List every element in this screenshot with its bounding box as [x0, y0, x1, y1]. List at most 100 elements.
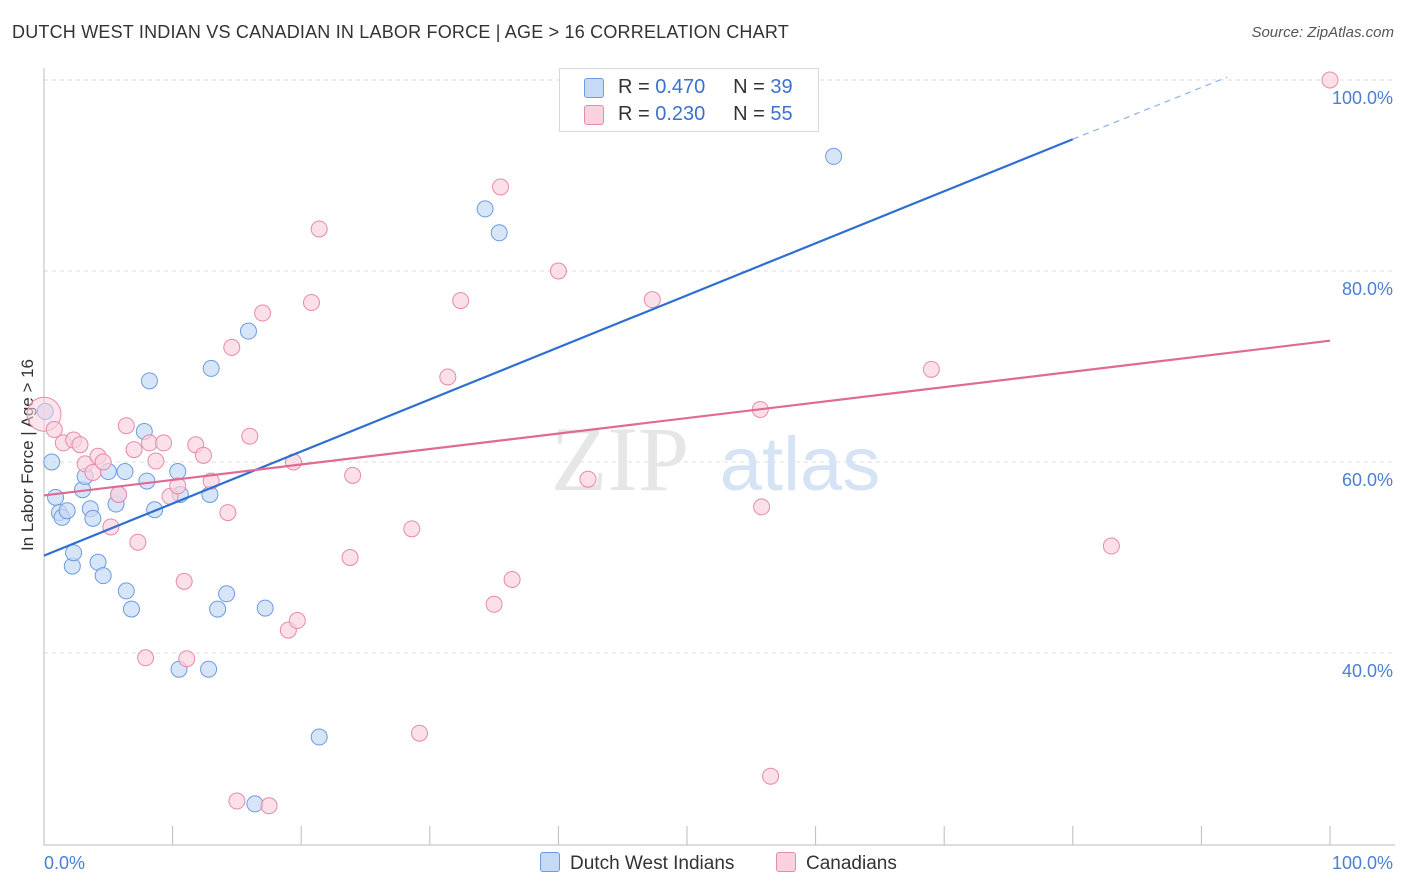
canadian-point [288, 612, 306, 630]
legend-r-value-pink: 0.230 [655, 103, 706, 125]
canadian-point [310, 220, 328, 238]
y-tick-label: 80.0% [1342, 279, 1393, 299]
dutch-west-indian-point [200, 660, 218, 678]
dutch-west-indian-point [218, 585, 236, 603]
tick-labels: 40.0% 60.0% 80.0% 100.0% 0.0% 100.0% [44, 88, 1393, 873]
canadian-point [549, 262, 567, 280]
canadian-point [922, 360, 940, 378]
dutch-west-indian-point [84, 509, 102, 527]
canadian-point [762, 767, 780, 785]
bottom-legend-dutch-west-indians: Dutch West Indians [540, 852, 734, 875]
chart-title: DUTCH WEST INDIAN VS CANADIAN IN LABOR F… [12, 22, 789, 42]
dutch-west-indian-point [825, 147, 843, 165]
canadian-point [45, 421, 63, 439]
trend-line-extension [1072, 76, 1228, 140]
dutch-west-indian-point [47, 488, 65, 506]
canadian-point [71, 436, 89, 454]
bottom-legend-canadians: Canadians [776, 852, 897, 875]
canadian-point [341, 549, 359, 566]
legend-r-label: R = [618, 103, 650, 125]
canadian-point [94, 453, 112, 471]
canadian-point [302, 294, 320, 312]
canadian-point [223, 338, 241, 356]
watermark-zip: ZIP [551, 408, 689, 510]
canadian-point [260, 797, 278, 815]
canadian-point [254, 304, 272, 322]
canadian-point [110, 485, 128, 503]
canadian-point [579, 470, 597, 488]
canadian-point [194, 446, 212, 464]
legend-swatch-blue [584, 78, 604, 98]
canadian-point [344, 466, 362, 484]
bottom-legend-swatch-blue [540, 852, 560, 872]
canadian-point [117, 417, 135, 435]
x-tick-label: 0.0% [44, 853, 85, 873]
canadian-point [492, 178, 510, 196]
legend-n-value-blue: 39 [770, 76, 793, 98]
dutch-west-indian-point [202, 359, 220, 377]
trend-lines [43, 76, 1331, 557]
dutch-west-indian-point [169, 463, 187, 481]
canadian-point [1321, 71, 1339, 89]
y-tick-label: 40.0% [1342, 661, 1393, 681]
canadian-point [403, 520, 421, 538]
canadian-point [439, 368, 457, 386]
dutch-west-indian-point [138, 472, 156, 490]
canadian-point [753, 498, 771, 516]
y-tick-label: 100.0% [1332, 88, 1393, 108]
canadian-point [178, 650, 196, 668]
dutch-west-indian-point [239, 322, 257, 340]
axes [43, 68, 1395, 846]
dutch-west-indian-point [246, 795, 264, 813]
dutch-west-indian-point [310, 728, 328, 746]
canadian-point [485, 595, 503, 613]
y-tick-label: 60.0% [1342, 470, 1393, 490]
dutch-west-indian-point [209, 600, 227, 618]
dutch-west-indian-point [140, 372, 158, 390]
watermark-atlas: atlas [720, 422, 881, 507]
legend-r-label: R = [618, 76, 650, 98]
trend-line-canadians [43, 339, 1331, 497]
dutch-west-indian-point [65, 544, 83, 562]
bottom-legend-label-pink: Canadians [806, 853, 897, 874]
watermark: ZIP atlas [551, 408, 880, 510]
canadian-point [643, 291, 661, 309]
canadian-point [503, 570, 521, 588]
bottom-legend-label-blue: Dutch West Indians [570, 853, 735, 874]
grid-lines [44, 79, 1395, 654]
canadian-point [411, 724, 429, 742]
dutch-west-indian-point [476, 200, 494, 218]
legend-n-label: N = [733, 76, 765, 98]
canadian-point [1102, 537, 1120, 555]
dutch-west-indian-point [256, 599, 274, 617]
x-tick-label: 100.0% [1332, 853, 1393, 873]
canadian-point [175, 572, 193, 590]
canadian-point [84, 464, 102, 482]
canadian-point [147, 452, 165, 470]
canadian-point [125, 441, 143, 459]
correlation-legend: R = 0.470 N = 39 R = 0.230 N = 55 [559, 68, 819, 132]
canadian-point [241, 427, 259, 445]
canadian-point [129, 533, 147, 551]
canadian-point [155, 434, 173, 452]
canadian-point [452, 292, 470, 310]
canadian-point [228, 792, 246, 810]
canadian-point [219, 504, 237, 522]
dutch-west-indian-point [43, 453, 61, 471]
dutch-west-indian-point [490, 224, 508, 242]
trend-line-dutch-west-indians [43, 138, 1074, 557]
data-points [26, 71, 1339, 815]
legend-n-label: N = [733, 103, 765, 125]
dutch-west-indian-point [94, 567, 112, 585]
legend-swatch-pink [584, 105, 604, 125]
bottom-legend-swatch-pink [776, 852, 796, 872]
legend-r-value-blue: 0.470 [655, 76, 706, 98]
dutch-west-indian-point [58, 502, 76, 520]
canadian-point [169, 477, 187, 495]
dutch-west-indian-point [116, 463, 134, 481]
dutch-west-indian-point [122, 600, 140, 618]
source-label: Source: ZipAtlas.com [1251, 24, 1394, 41]
legend-n-value-pink: 55 [770, 103, 793, 125]
dutch-west-indian-point [117, 582, 135, 600]
